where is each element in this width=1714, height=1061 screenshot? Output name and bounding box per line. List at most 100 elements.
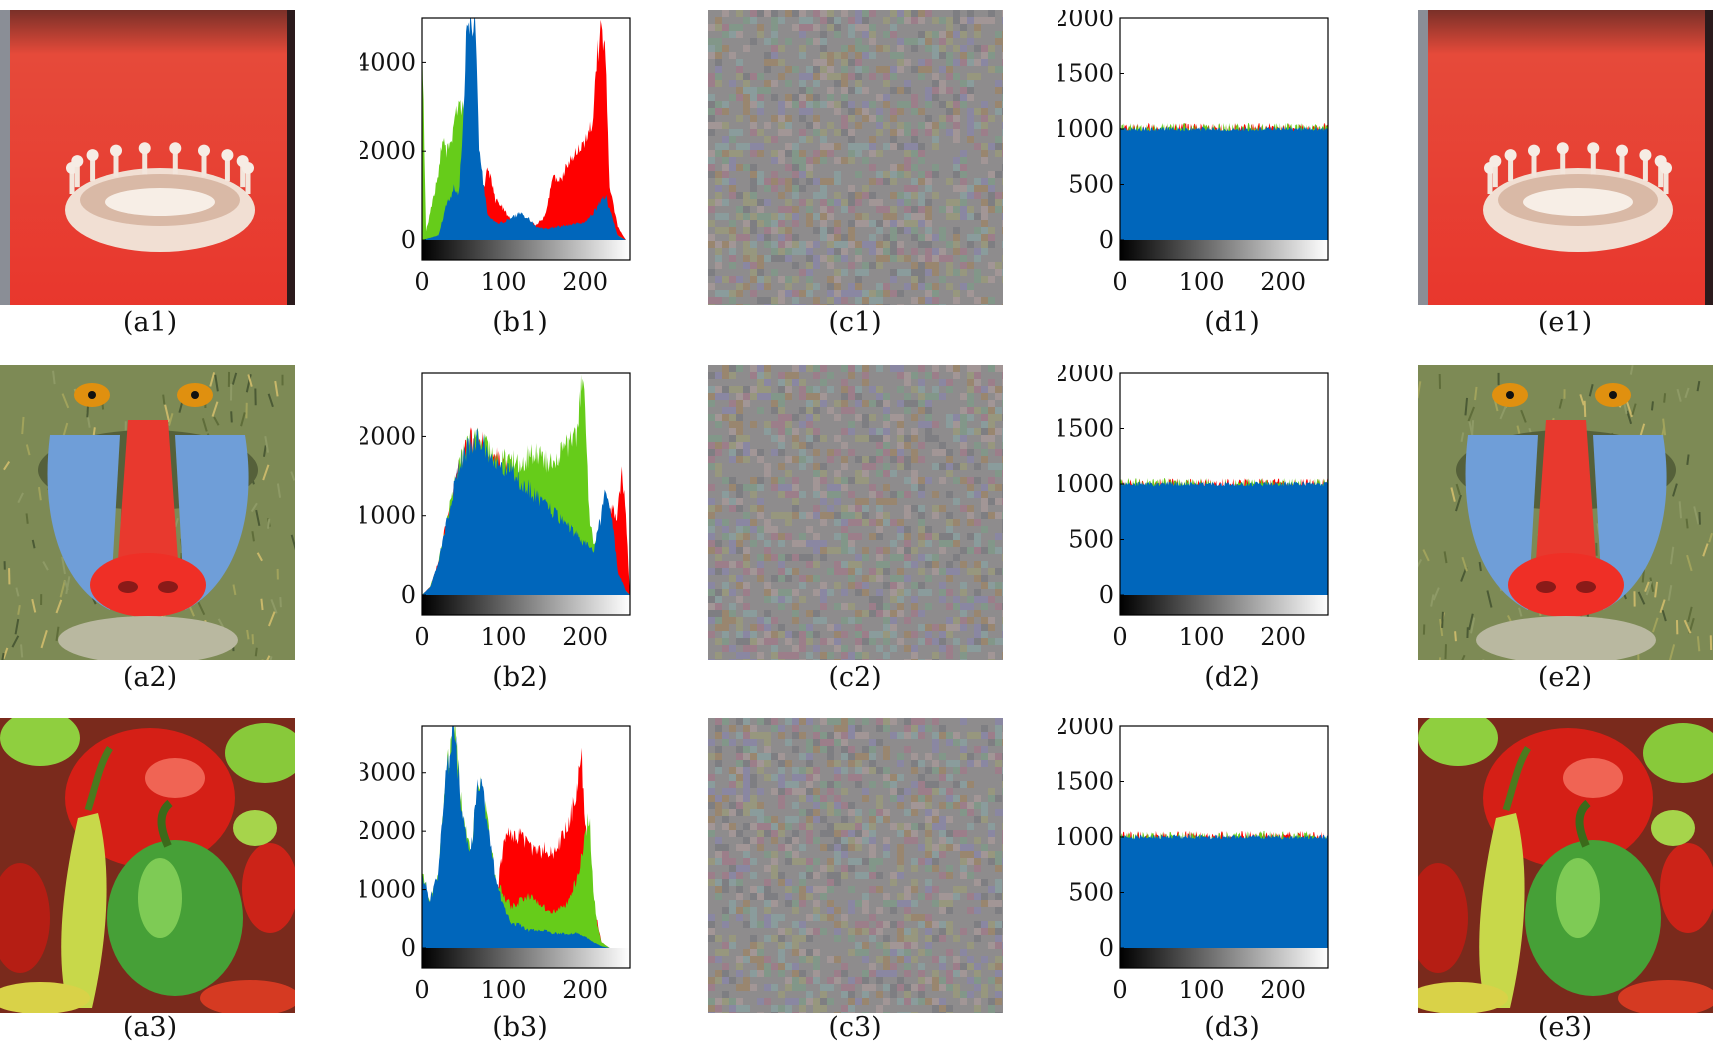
noise-cell	[736, 732, 743, 739]
noise-cell	[876, 970, 883, 977]
noise-cell	[785, 234, 792, 241]
noise-cell	[911, 505, 918, 512]
noise-cell	[743, 851, 750, 858]
noise-cell	[757, 262, 764, 269]
noise-cell	[736, 213, 743, 220]
noise-cell	[890, 269, 897, 276]
noise-cell	[729, 935, 736, 942]
noise-cell	[904, 10, 911, 17]
noise-cell	[897, 921, 904, 928]
noise-cell	[904, 255, 911, 262]
noise-cell	[750, 17, 757, 24]
noise-cell	[925, 185, 932, 192]
fur-strand	[1641, 569, 1645, 583]
noise-cell	[974, 234, 981, 241]
noise-cell	[967, 122, 974, 129]
noise-cell	[820, 732, 827, 739]
noise-cell	[876, 1005, 883, 1012]
noise-cell	[904, 928, 911, 935]
noise-cell	[995, 739, 1002, 746]
noise-cell	[876, 956, 883, 963]
noise-cell	[834, 276, 841, 283]
noise-cell	[778, 942, 785, 949]
noise-cell	[911, 718, 918, 725]
noise-cell	[792, 963, 799, 970]
noise-cell	[862, 942, 869, 949]
noise-cell	[820, 991, 827, 998]
noise-cell	[757, 732, 764, 739]
noise-cell	[778, 379, 785, 386]
noise-cell	[897, 372, 904, 379]
noise-cell	[778, 512, 785, 519]
noise-cell	[820, 379, 827, 386]
noise-cell	[918, 858, 925, 865]
noise-cell	[960, 645, 967, 652]
noise-cell	[778, 1005, 785, 1012]
noise-cell	[806, 624, 813, 631]
noise-cell	[841, 652, 848, 659]
noise-cell	[848, 115, 855, 122]
noise-cell	[743, 241, 750, 248]
noise-cell	[883, 1012, 890, 1013]
noise-cell	[918, 407, 925, 414]
milk-droplet	[71, 155, 84, 168]
noise-cell	[876, 526, 883, 533]
noise-cell	[862, 956, 869, 963]
noise-cell	[946, 760, 953, 767]
noise-cell	[939, 774, 946, 781]
noise-cell	[911, 477, 918, 484]
noise-cell	[918, 59, 925, 66]
noise-cell	[855, 753, 862, 760]
noise-cell	[904, 206, 911, 213]
noise-cell	[925, 725, 932, 732]
noise-cell	[771, 213, 778, 220]
noise-cell	[897, 589, 904, 596]
fur-strand	[262, 445, 267, 457]
noise-cell	[841, 206, 848, 213]
noise-cell	[981, 484, 988, 491]
noise-cell	[750, 122, 757, 129]
noise-cell	[729, 157, 736, 164]
histogram-blue-channel	[1120, 126, 1328, 240]
noise-cell	[813, 956, 820, 963]
noise-cell	[799, 575, 806, 582]
noise-cell	[778, 928, 785, 935]
noise-cell	[883, 241, 890, 248]
noise-cell	[904, 830, 911, 837]
noise-cell	[834, 760, 841, 767]
noise-cell	[946, 269, 953, 276]
noise-cell	[743, 732, 750, 739]
noise-cell	[813, 802, 820, 809]
noise-cell	[967, 512, 974, 519]
noise-cell	[904, 956, 911, 963]
noise-cell	[918, 519, 925, 526]
fur-strand	[269, 656, 273, 660]
noise-cell	[869, 603, 876, 610]
noise-cell	[953, 477, 960, 484]
noise-cell	[974, 491, 981, 498]
noise-cell	[883, 80, 890, 87]
noise-cell	[806, 928, 813, 935]
noise-cell	[841, 73, 848, 80]
noise-cell	[995, 533, 1002, 540]
noise-cell	[771, 774, 778, 781]
noise-cell	[771, 393, 778, 400]
noise-cell	[953, 206, 960, 213]
noise-cell	[708, 526, 715, 533]
noise-cell	[792, 718, 799, 725]
noise-cell	[799, 241, 806, 248]
noise-cell	[925, 31, 932, 38]
noise-cell	[967, 851, 974, 858]
noise-cell	[918, 781, 925, 788]
noise-cell	[792, 304, 799, 305]
noise-cell	[925, 129, 932, 136]
noise-cell	[981, 115, 988, 122]
noise-cell	[771, 484, 778, 491]
histogram-blue-channel	[422, 726, 630, 948]
noise-cell	[764, 540, 771, 547]
noise-cell	[834, 977, 841, 984]
noise-cell	[736, 540, 743, 547]
noise-cell	[897, 858, 904, 865]
pepper-stem	[1502, 746, 1531, 812]
noise-cell	[708, 519, 715, 526]
